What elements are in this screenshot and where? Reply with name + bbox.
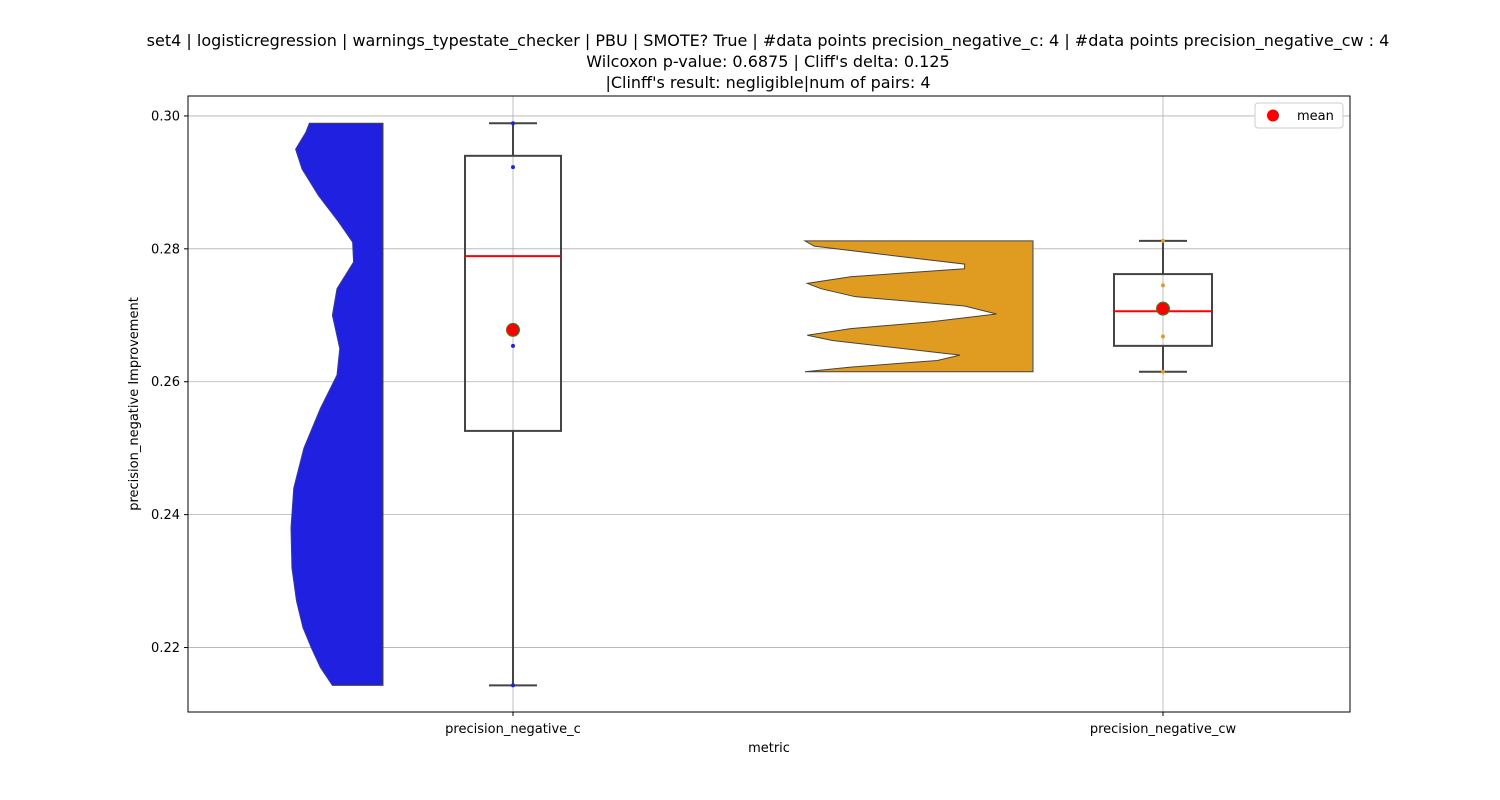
title-line-1: set4 | logisticregression | warnings_typ… — [146, 31, 1390, 50]
x-axis-label: metric — [748, 741, 790, 756]
mean-marker — [1156, 301, 1170, 316]
violin-precision_negative_cw — [803, 240, 1034, 373]
data-point — [511, 121, 515, 126]
y-tick-label: 0.24 — [151, 508, 180, 523]
chart-title: set4 | logisticregression | warnings_typ… — [0, 30, 1500, 93]
data-point — [1161, 283, 1165, 288]
y-tick-label: 0.26 — [151, 375, 180, 390]
x-tick-label: precision_negative_c — [445, 722, 581, 737]
y-tick-label: 0.22 — [151, 641, 180, 656]
data-point — [1161, 238, 1165, 243]
box-precision_negative_c — [464, 154, 562, 432]
mean-marker — [506, 322, 520, 337]
legend-box — [1254, 102, 1344, 129]
violin-precision_negative_c — [290, 122, 384, 686]
legend-mean-marker — [1267, 109, 1279, 122]
data-point — [1161, 369, 1165, 374]
axes-frame — [187, 95, 1351, 713]
legend-mean-label: mean — [1297, 109, 1334, 124]
box-precision_negative_cw — [1113, 273, 1213, 347]
title-line-2: Wilcoxon p-value: 0.6875 | Cliff's delta… — [586, 52, 950, 71]
y-tick-label: 0.28 — [151, 242, 180, 257]
legend: mean — [1254, 102, 1344, 129]
data-point — [511, 343, 515, 348]
axes: 0.22 0.24 0.26 0.28 0.30 precision_negative_c… — [151, 109, 1236, 737]
title-line-3: |Clinff's result: negligible|num of pair… — [605, 73, 931, 92]
y-axis-label: precision_negative Improvement — [127, 297, 142, 511]
x-tick-label: precision_negative_cw — [1090, 722, 1237, 737]
data-point — [511, 165, 515, 170]
data-point — [511, 683, 515, 688]
data-point — [1161, 334, 1165, 339]
plot-area — [290, 121, 1213, 688]
y-tick-label: 0.30 — [151, 109, 180, 124]
